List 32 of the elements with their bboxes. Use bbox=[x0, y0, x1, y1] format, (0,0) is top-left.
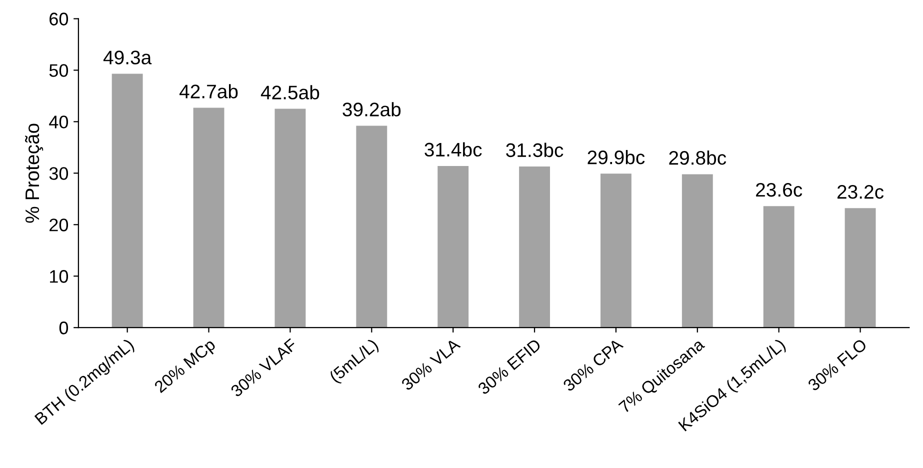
x-tick-label: 30% VLA bbox=[400, 338, 461, 391]
y-tick-label: 60 bbox=[50, 12, 68, 26]
y-tick-label: 40 bbox=[49, 116, 68, 128]
data-label: 49.3a bbox=[103, 50, 152, 64]
data-label: 29.8bc bbox=[669, 150, 726, 165]
data-label: 23.6c bbox=[756, 182, 802, 197]
bar bbox=[844, 208, 876, 328]
data-label: 39.2ab bbox=[342, 102, 401, 116]
y-axis-title: % Proteção bbox=[25, 124, 44, 223]
data-label: 31.3bc bbox=[506, 142, 564, 158]
bar bbox=[600, 174, 632, 328]
bar bbox=[193, 108, 224, 328]
bar bbox=[763, 206, 794, 328]
y-tick-label: 30 bbox=[49, 167, 68, 180]
y-tick-label: 10 bbox=[50, 270, 68, 283]
y-tick-label: 20 bbox=[50, 218, 68, 232]
bar bbox=[112, 74, 143, 328]
x-tick-label: 20% MCp bbox=[154, 338, 218, 396]
y-tick-label: 0 bbox=[59, 322, 68, 334]
data-label: 42.7ab bbox=[179, 84, 238, 98]
data-label: 31.4bc bbox=[424, 142, 482, 157]
data-label: 23.2c bbox=[837, 185, 884, 199]
y-tick-label: 50 bbox=[49, 64, 68, 77]
bar bbox=[438, 166, 469, 328]
x-tick-label: 30% FLO bbox=[807, 338, 868, 392]
bar bbox=[356, 126, 388, 328]
data-label: 29.9bc bbox=[588, 150, 645, 164]
bar bbox=[519, 166, 550, 328]
data-label: 42.5ab bbox=[260, 85, 320, 100]
bar bbox=[682, 174, 713, 328]
bar bbox=[274, 108, 306, 328]
x-tick-label: 30% CPA bbox=[562, 338, 624, 392]
